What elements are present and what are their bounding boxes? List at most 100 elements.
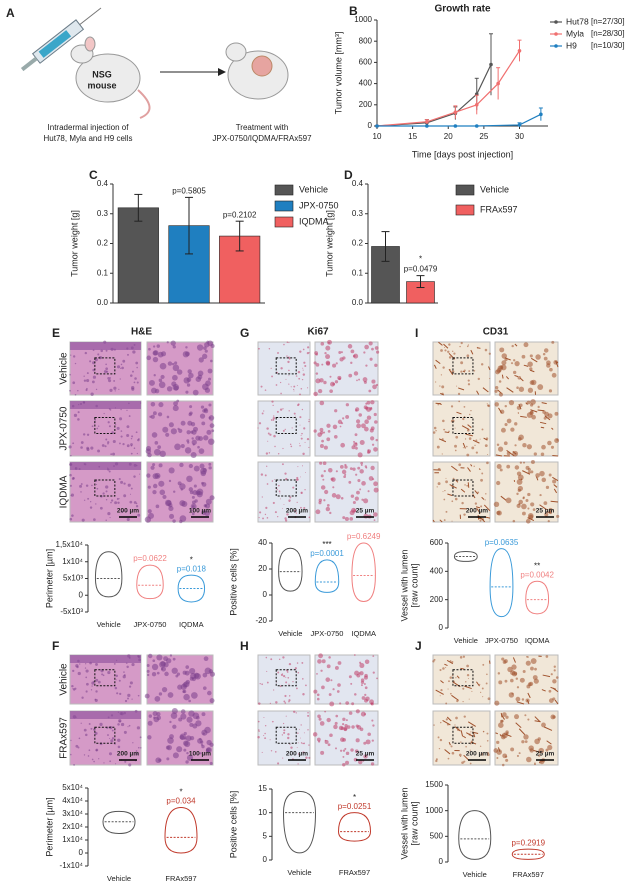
epidermis bbox=[70, 401, 141, 409]
y-tick-label: 200 bbox=[359, 100, 373, 109]
cell bbox=[376, 677, 378, 679]
cell bbox=[167, 386, 172, 391]
cell bbox=[208, 466, 211, 469]
cell bbox=[191, 437, 193, 439]
cell bbox=[303, 370, 304, 371]
cell bbox=[280, 409, 282, 411]
cell bbox=[187, 383, 190, 386]
cell bbox=[206, 430, 211, 435]
cell bbox=[483, 731, 485, 733]
cell bbox=[112, 730, 114, 732]
cell bbox=[448, 431, 450, 433]
cell bbox=[265, 389, 267, 391]
cell bbox=[109, 377, 111, 379]
cell bbox=[517, 471, 521, 475]
violin bbox=[339, 813, 371, 841]
micrograph: 25 µm bbox=[315, 461, 379, 522]
cell bbox=[108, 421, 110, 423]
cell bbox=[478, 378, 480, 380]
cell bbox=[113, 380, 115, 382]
cell bbox=[183, 694, 189, 700]
cell bbox=[287, 341, 289, 343]
cell bbox=[184, 741, 190, 747]
cell bbox=[341, 351, 343, 353]
cell bbox=[210, 423, 215, 428]
cell bbox=[90, 728, 92, 730]
cell bbox=[204, 342, 209, 347]
cell bbox=[348, 374, 352, 378]
cell bbox=[356, 709, 360, 713]
cell bbox=[317, 659, 322, 664]
cell bbox=[131, 386, 134, 389]
cell bbox=[301, 438, 303, 440]
cell bbox=[280, 367, 282, 369]
cell bbox=[320, 444, 324, 448]
cell bbox=[338, 351, 341, 354]
cell bbox=[324, 711, 326, 713]
cell bbox=[371, 762, 374, 765]
cell bbox=[102, 444, 105, 447]
cell bbox=[354, 693, 357, 696]
cell bbox=[528, 468, 531, 471]
cell bbox=[280, 393, 282, 395]
legend-label: Vehicle bbox=[480, 184, 509, 194]
cell bbox=[316, 673, 318, 675]
cell bbox=[145, 694, 150, 699]
cell bbox=[79, 663, 80, 664]
cell bbox=[159, 382, 166, 389]
cell bbox=[117, 427, 120, 430]
y-axis-label: Perimeter [µm] bbox=[44, 797, 54, 856]
y-tick-label: 5x10³ bbox=[63, 574, 83, 583]
cell bbox=[346, 752, 349, 755]
cell bbox=[526, 661, 531, 666]
micrograph: 200 µm bbox=[70, 710, 142, 767]
cell bbox=[274, 479, 275, 480]
cell bbox=[461, 342, 463, 344]
legend-swatch bbox=[275, 185, 293, 195]
cell bbox=[467, 346, 469, 348]
cell bbox=[283, 700, 285, 702]
cell bbox=[516, 493, 518, 495]
cell bbox=[358, 379, 360, 381]
cell bbox=[513, 371, 516, 374]
cell bbox=[438, 736, 440, 738]
cell bbox=[307, 387, 308, 388]
cell bbox=[151, 402, 156, 407]
cell bbox=[277, 516, 278, 517]
cell bbox=[195, 436, 200, 441]
cell bbox=[173, 405, 179, 411]
cell bbox=[272, 721, 274, 723]
cell bbox=[354, 654, 356, 656]
cell bbox=[151, 388, 157, 394]
cell bbox=[282, 508, 283, 509]
cell bbox=[456, 386, 457, 387]
cell bbox=[186, 735, 192, 741]
cell bbox=[313, 690, 317, 694]
cell bbox=[91, 689, 92, 690]
legend-label: Hut78 bbox=[566, 16, 589, 26]
cell bbox=[523, 462, 525, 464]
cell bbox=[320, 670, 322, 672]
vessel bbox=[502, 375, 503, 379]
y-tick-label: -20 bbox=[255, 616, 267, 625]
cell bbox=[527, 362, 532, 367]
cell bbox=[108, 379, 111, 382]
x-tick-label: Vehicle bbox=[107, 874, 131, 883]
cell bbox=[162, 687, 167, 692]
cell bbox=[336, 494, 341, 499]
cell bbox=[302, 379, 303, 380]
cell bbox=[511, 664, 516, 669]
cell bbox=[288, 370, 290, 372]
cell bbox=[514, 714, 519, 719]
cell bbox=[93, 518, 96, 521]
cell bbox=[289, 695, 290, 696]
cell bbox=[525, 499, 528, 502]
cell bbox=[460, 656, 463, 659]
cell bbox=[119, 443, 121, 445]
cell bbox=[120, 368, 121, 369]
cell bbox=[129, 686, 131, 688]
cell bbox=[209, 669, 213, 673]
cell bbox=[304, 365, 306, 367]
cell bbox=[80, 491, 82, 493]
cell bbox=[283, 723, 284, 724]
